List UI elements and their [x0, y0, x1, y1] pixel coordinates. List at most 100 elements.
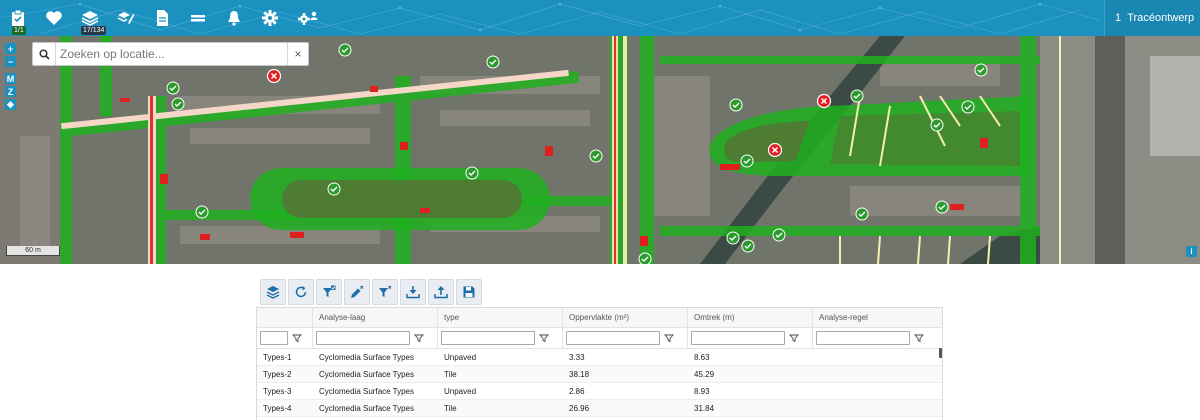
zoom-in-button[interactable]: +: [5, 43, 16, 54]
filter-clear-icon: [379, 285, 392, 297]
filter-cell: [313, 328, 438, 348]
favorites-button[interactable]: [36, 0, 72, 36]
filter-icon[interactable]: [292, 333, 302, 343]
filter-icon[interactable]: [664, 333, 674, 343]
layers-edit-icon: [117, 12, 135, 24]
column-header-omtrek[interactable]: Omtrek (m): [688, 308, 813, 327]
document-button[interactable]: [144, 0, 180, 36]
filter-icon[interactable]: [414, 333, 424, 343]
top-navigation-bar: 1/1 17/134 1 Tracéontwerp: [0, 0, 1200, 36]
layers-icon: [81, 11, 99, 26]
table-cell: Cyclomedia Surface Types: [319, 386, 415, 396]
location-search: ×: [32, 42, 309, 66]
edit-layers-button[interactable]: [108, 0, 144, 36]
filter-icon[interactable]: [914, 333, 924, 343]
filter-input-type[interactable]: [441, 331, 535, 345]
filter-clear-button[interactable]: [372, 279, 398, 305]
filter-cell: [563, 328, 688, 348]
layers-button[interactable]: [72, 0, 108, 36]
table-row[interactable]: Types-3 Cyclomedia Surface Types Unpaved…: [257, 383, 942, 400]
table-cell: 38.18: [569, 369, 590, 379]
table-cell: Unpaved: [444, 386, 477, 396]
column-header-analyse-laag[interactable]: Analyse-laag: [313, 308, 438, 327]
download-icon: [406, 286, 420, 299]
table-row[interactable]: Types-4 Cyclomedia Surface Types Tile 26…: [257, 400, 942, 417]
layers-badge: 17/134: [81, 26, 107, 35]
notifications-button[interactable]: [216, 0, 252, 36]
scale-bar: 60 m: [6, 246, 60, 256]
filter-input-analyse-regel[interactable]: [816, 331, 910, 345]
analysis-grid: Analyse-laag type Oppervlakte (m²) Omtre…: [256, 307, 943, 420]
filter-apply-button[interactable]: [316, 279, 342, 305]
table-cell: 31.84: [694, 403, 715, 413]
table-cell: Types-2: [263, 369, 292, 379]
filter-icon[interactable]: [789, 333, 799, 343]
zoom-out-button[interactable]: −: [5, 56, 16, 67]
gear-user-icon: [298, 11, 318, 25]
filter-input-id[interactable]: [260, 331, 288, 345]
location-search-input[interactable]: [55, 43, 288, 65]
ok-markers: [166, 43, 988, 264]
table-cell: 8.93: [694, 386, 710, 396]
table-cell: Tile: [444, 403, 457, 413]
map-info-button[interactable]: i: [1186, 246, 1197, 257]
clipboard-check-icon: [12, 9, 24, 26]
filter-input-omtrek[interactable]: [691, 331, 785, 345]
table-row[interactable]: Types-2 Cyclomedia Surface Types Tile 38…: [257, 366, 942, 383]
upload-button[interactable]: [428, 279, 454, 305]
table-cell: 26.96: [569, 403, 590, 413]
table-cell: Cyclomedia Surface Types: [319, 352, 415, 362]
table-cell: Unpaved: [444, 352, 477, 362]
table-cell: [813, 349, 942, 365]
filter-check-icon: [323, 285, 336, 297]
filter-cell: [813, 328, 942, 348]
measure-button[interactable]: M: [5, 73, 16, 84]
column-header-analyse-regel[interactable]: Analyse-regel: [813, 308, 942, 327]
grid-header-row: Analyse-laag type Oppervlakte (m²) Omtre…: [257, 308, 942, 328]
download-button[interactable]: [400, 279, 426, 305]
filter-cell: [438, 328, 563, 348]
table-cell: Tile: [444, 369, 457, 379]
column-header-id[interactable]: [257, 308, 313, 327]
edit-clear-button[interactable]: [344, 279, 370, 305]
search-icon: [33, 43, 55, 65]
refresh-button[interactable]: [288, 279, 314, 305]
table-cell: [813, 366, 942, 382]
network-pattern: [0, 2, 1100, 35]
table-cell: Types-3: [263, 386, 292, 396]
table-cell: Types-1: [263, 352, 292, 362]
save-button[interactable]: [456, 279, 482, 305]
column-header-oppervlakte[interactable]: Oppervlakte (m²): [563, 308, 688, 327]
layers-icon: [266, 286, 280, 299]
grid-scrollbar[interactable]: [939, 348, 942, 358]
clear-search-button[interactable]: ×: [294, 47, 302, 61]
table-cell: Cyclomedia Surface Types: [319, 403, 415, 413]
menu-button[interactable]: [180, 0, 216, 36]
grid-body: Types-1 Cyclomedia Surface Types Unpaved…: [257, 349, 942, 417]
document-icon: [157, 10, 168, 26]
refresh-icon: [295, 286, 307, 298]
filter-icon[interactable]: [539, 333, 549, 343]
table-row[interactable]: Types-1 Cyclomedia Surface Types Unpaved…: [257, 349, 942, 366]
gear-icon: [262, 10, 278, 26]
clipboard-check-button[interactable]: [0, 0, 36, 36]
layers-tool-button[interactable]: [260, 279, 286, 305]
column-header-type[interactable]: type: [438, 308, 563, 327]
map-view[interactable]: [0, 36, 1200, 264]
user-settings-button[interactable]: [288, 0, 328, 36]
grid-filter-row: [257, 328, 942, 349]
table-cell: [813, 400, 942, 416]
filter-cell: [257, 328, 313, 348]
filter-cell: [688, 328, 813, 348]
zoom-extent-button[interactable]: Z: [5, 86, 16, 97]
table-cell: [813, 383, 942, 399]
filter-input-analyse-laag[interactable]: [316, 331, 410, 345]
save-icon: [463, 286, 475, 298]
settings-button[interactable]: [252, 0, 288, 36]
project-indicator[interactable]: 1 Tracéontwerp: [1104, 0, 1200, 36]
table-cell: Cyclomedia Surface Types: [319, 369, 415, 379]
locate-button[interactable]: ◈: [5, 99, 16, 110]
table-cell: 2.86: [569, 386, 585, 396]
upload-icon: [434, 286, 448, 299]
filter-input-oppervlakte[interactable]: [566, 331, 660, 345]
